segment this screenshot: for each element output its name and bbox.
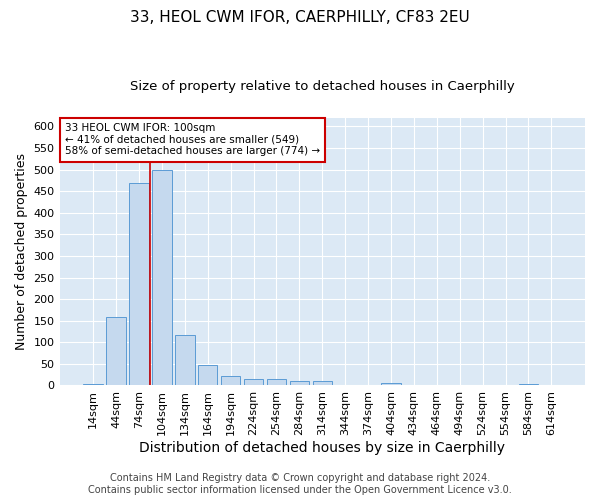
Bar [221,376,241,386]
X-axis label: Distribution of detached houses by size in Caerphilly: Distribution of detached houses by size … [139,441,505,455]
Text: 33, HEOL CWM IFOR, CAERPHILLY, CF83 2EU: 33, HEOL CWM IFOR, CAERPHILLY, CF83 2EU [130,10,470,25]
Y-axis label: Number of detached properties: Number of detached properties [15,153,28,350]
Text: 33 HEOL CWM IFOR: 100sqm
← 41% of detached houses are smaller (549)
58% of semi-: 33 HEOL CWM IFOR: 100sqm ← 41% of detach… [65,123,320,156]
Bar [381,384,401,386]
Bar [106,317,126,386]
Bar [244,379,263,386]
Bar [519,384,538,386]
Text: Contains HM Land Registry data © Crown copyright and database right 2024.
Contai: Contains HM Land Registry data © Crown c… [88,474,512,495]
Bar [83,384,103,386]
Bar [267,380,286,386]
Bar [175,334,194,386]
Bar [129,182,149,386]
Title: Size of property relative to detached houses in Caerphilly: Size of property relative to detached ho… [130,80,515,93]
Bar [152,170,172,386]
Bar [198,365,217,386]
Bar [290,381,309,386]
Bar [313,381,332,386]
